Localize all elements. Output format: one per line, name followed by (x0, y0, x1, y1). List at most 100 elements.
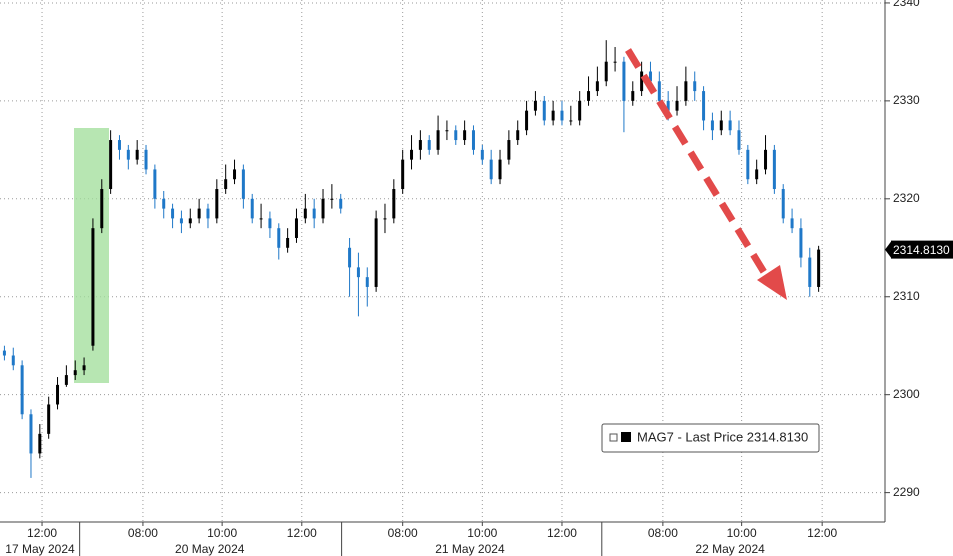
x-tick-label: 08:00 (128, 526, 158, 540)
candle-body (560, 110, 564, 121)
candle-body (719, 120, 723, 131)
candle-body (525, 110, 529, 131)
candle-body (533, 100, 537, 111)
candle-body (418, 140, 422, 150)
candle-body (339, 198, 343, 209)
trend-arrow (625, 48, 787, 300)
legend-box (601, 423, 820, 453)
candle-body (109, 140, 113, 190)
candle-body (374, 218, 378, 287)
candle-body (808, 257, 812, 287)
candle-body (631, 91, 635, 101)
candle-body (11, 355, 15, 366)
candle-body (790, 218, 794, 229)
x-tick-label: 12:00 (287, 526, 317, 540)
candle-body (321, 198, 325, 219)
candle-body (135, 149, 139, 160)
candle-body (410, 149, 414, 160)
candle-body (330, 198, 334, 200)
candle-body (595, 81, 599, 92)
candle-body (489, 159, 493, 180)
candle-body (197, 208, 201, 219)
date-label: 17 May 2024 (5, 542, 75, 556)
candle-body (383, 218, 387, 220)
candle-body (392, 189, 396, 219)
candle-body (215, 189, 219, 219)
candle-body (622, 61, 626, 101)
candle-body (188, 218, 192, 224)
candle-body (277, 228, 281, 248)
arrow-head (757, 265, 787, 300)
x-tick-label: 12:00 (547, 526, 577, 540)
candle-body (171, 208, 175, 219)
candle-body (250, 198, 254, 219)
candle-body (259, 218, 263, 220)
candle-body (233, 169, 237, 180)
candle-body (64, 375, 68, 385)
candle-body (20, 365, 24, 415)
candle-body (772, 149, 776, 190)
candle-body (91, 228, 95, 346)
candle-body (507, 140, 511, 160)
axes: 2290 2300 2310 2320 2330 2340 12:00 08:00 10:00 1… (5, 0, 953, 556)
candle-body (303, 208, 307, 219)
candle-body (401, 159, 405, 190)
candle-body (224, 179, 228, 190)
candle-body (613, 61, 617, 63)
date-label: 20 May 2024 (175, 542, 245, 556)
candle-body (38, 433, 42, 454)
candle-body (144, 149, 148, 170)
x-tick-label: 08:00 (648, 526, 678, 540)
legend: MAG7 - Last Price 2314.8130 (601, 423, 820, 453)
candle-body (498, 159, 502, 180)
candle-body (117, 140, 121, 150)
candle-body (365, 277, 369, 287)
candle-body (737, 130, 741, 150)
candle-body (294, 218, 298, 238)
x-tick-label: 10:00 (207, 526, 237, 540)
candle-body (640, 71, 644, 92)
candle-body (100, 189, 104, 229)
candle-body (817, 249, 821, 287)
y-tick-label: 2330 (893, 93, 920, 107)
last-price-box (891, 240, 953, 259)
candle-body (684, 81, 688, 101)
candle-body (454, 130, 458, 141)
legend-label: MAG7 - Last Price 2314.8130 (637, 429, 808, 444)
last-price-label: 2314.8130 (893, 243, 950, 257)
candle-body (587, 91, 591, 101)
candle-body (542, 100, 546, 121)
candle-body (47, 404, 51, 434)
candle-body (356, 267, 360, 278)
candle-body (675, 100, 679, 111)
candle-body (604, 61, 608, 82)
x-tick-label: 10:00 (727, 526, 757, 540)
y-tick-label: 2320 (893, 191, 920, 205)
candle-body (206, 208, 210, 219)
candle-body (666, 100, 670, 111)
candle-body (82, 365, 86, 371)
legend-toggle (609, 433, 618, 442)
last-price-pointer (885, 241, 891, 258)
x-tick-label: 08:00 (388, 526, 418, 540)
candle-body (463, 130, 467, 141)
candle-body (781, 189, 785, 219)
candle-body (56, 384, 60, 405)
candle-body (445, 130, 449, 132)
candle-body (551, 110, 555, 121)
candle-body (179, 218, 183, 224)
y-tick-label: 2290 (893, 485, 920, 499)
candle-body (153, 169, 157, 199)
candle-body (312, 208, 316, 219)
date-label: 21 May 2024 (435, 542, 505, 556)
candle-body (162, 198, 166, 209)
y-tick-label: 2300 (893, 387, 920, 401)
y-tick-label: 2310 (893, 289, 920, 303)
grid (0, 0, 885, 522)
candle-body (348, 247, 352, 268)
candle-body (764, 149, 768, 170)
y-tick-label: 2340 (893, 0, 920, 9)
candle-body (702, 91, 706, 121)
candle-body (648, 71, 652, 82)
